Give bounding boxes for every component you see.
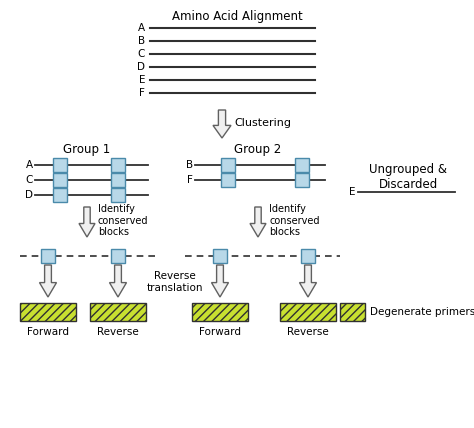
Text: C: C	[25, 175, 33, 185]
Text: A: A	[26, 160, 33, 170]
Text: E: E	[138, 75, 145, 85]
Bar	[111, 188, 125, 202]
Text: Group 1: Group 1	[64, 143, 110, 157]
Text: C: C	[137, 49, 145, 59]
Bar	[280, 303, 336, 321]
Text: Ungrouped &
Discarded: Ungrouped & Discarded	[369, 163, 447, 191]
Text: F: F	[187, 175, 192, 185]
Bar	[111, 249, 125, 263]
Text: Forward: Forward	[27, 327, 69, 337]
Bar	[340, 303, 365, 321]
Text: B: B	[138, 36, 145, 46]
Text: A: A	[138, 23, 145, 33]
Polygon shape	[109, 265, 127, 297]
Bar	[20, 303, 76, 321]
Text: D: D	[137, 62, 145, 72]
Bar	[192, 303, 248, 321]
Polygon shape	[79, 207, 95, 237]
Bar	[221, 158, 235, 172]
Polygon shape	[213, 110, 231, 138]
Text: Reverse: Reverse	[287, 327, 329, 337]
Text: Reverse: Reverse	[97, 327, 139, 337]
Bar	[53, 158, 67, 172]
Text: B: B	[185, 160, 192, 170]
Bar	[295, 158, 309, 172]
Bar	[53, 188, 67, 202]
Polygon shape	[300, 265, 317, 297]
Bar	[295, 173, 309, 187]
Polygon shape	[39, 265, 56, 297]
Text: Amino Acid Alignment: Amino Acid Alignment	[172, 10, 302, 23]
Text: Identify
conserved
blocks: Identify conserved blocks	[269, 204, 319, 237]
Text: Forward: Forward	[199, 327, 241, 337]
Bar	[301, 249, 315, 263]
Text: Clustering: Clustering	[234, 118, 291, 128]
Bar	[213, 249, 227, 263]
Text: Degenerate primers: Degenerate primers	[370, 307, 474, 317]
Bar	[111, 173, 125, 187]
Text: Identify
conserved
blocks: Identify conserved blocks	[98, 204, 148, 237]
Polygon shape	[211, 265, 228, 297]
Text: D: D	[25, 190, 33, 200]
Text: F: F	[139, 88, 145, 98]
Text: Group 2: Group 2	[234, 143, 282, 157]
Text: E: E	[348, 187, 355, 197]
Bar	[111, 158, 125, 172]
Bar	[90, 303, 146, 321]
Polygon shape	[250, 207, 266, 237]
Bar	[41, 249, 55, 263]
Bar	[53, 173, 67, 187]
Text: Reverse
translation: Reverse translation	[147, 271, 203, 293]
Bar	[221, 173, 235, 187]
